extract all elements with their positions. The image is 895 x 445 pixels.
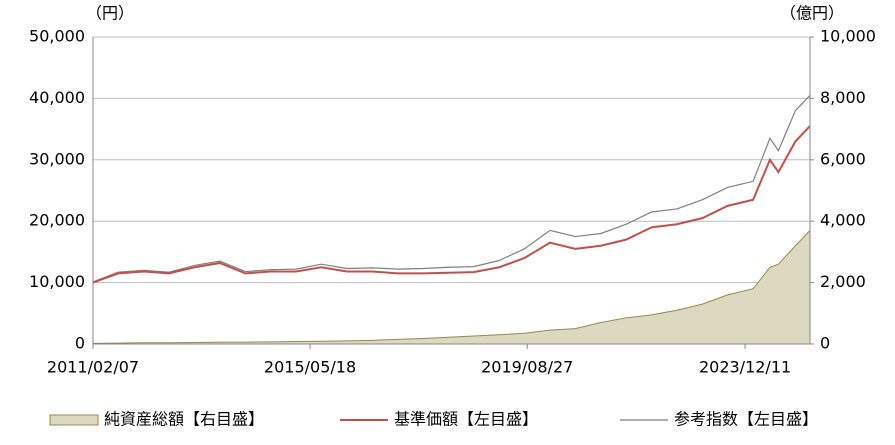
x-tick-label: 2023/12/11	[699, 358, 791, 377]
legend-swatch	[49, 414, 99, 426]
y2-tick-label: 0	[820, 334, 830, 353]
legend-label: 基準価額【左目盛】	[394, 410, 538, 429]
y2-tick-label: 10,000	[820, 27, 876, 46]
y2-tick-label: 8,000	[820, 88, 866, 107]
y-tick-label: 30,000	[29, 149, 85, 168]
y2-tick-label: 4,000	[820, 211, 866, 230]
line	[92, 94, 811, 283]
y2-tick-label: 2,000	[820, 272, 866, 291]
y-tick-label: 20,000	[29, 211, 85, 230]
y-tick-label: 0	[75, 334, 85, 353]
area	[92, 229, 811, 345]
y-tick-label: 50,000	[29, 27, 85, 46]
y-tick-label: 10,000	[29, 272, 85, 291]
legend-label: 参考指数【左目盛】	[674, 410, 818, 429]
x-tick-label: 2011/02/07	[47, 358, 139, 377]
y2-axis-unit: （億円）	[780, 4, 844, 23]
y2-tick-label: 6,000	[820, 149, 866, 168]
x-tick-label: 2015/05/18	[264, 358, 356, 377]
y-axis-unit: （円）	[86, 4, 134, 23]
y-tick-label: 40,000	[29, 88, 85, 107]
line	[92, 125, 811, 284]
x-tick-label: 2019/08/27	[481, 358, 573, 377]
legend-label: 純資産総額【右目盛】	[104, 410, 264, 429]
